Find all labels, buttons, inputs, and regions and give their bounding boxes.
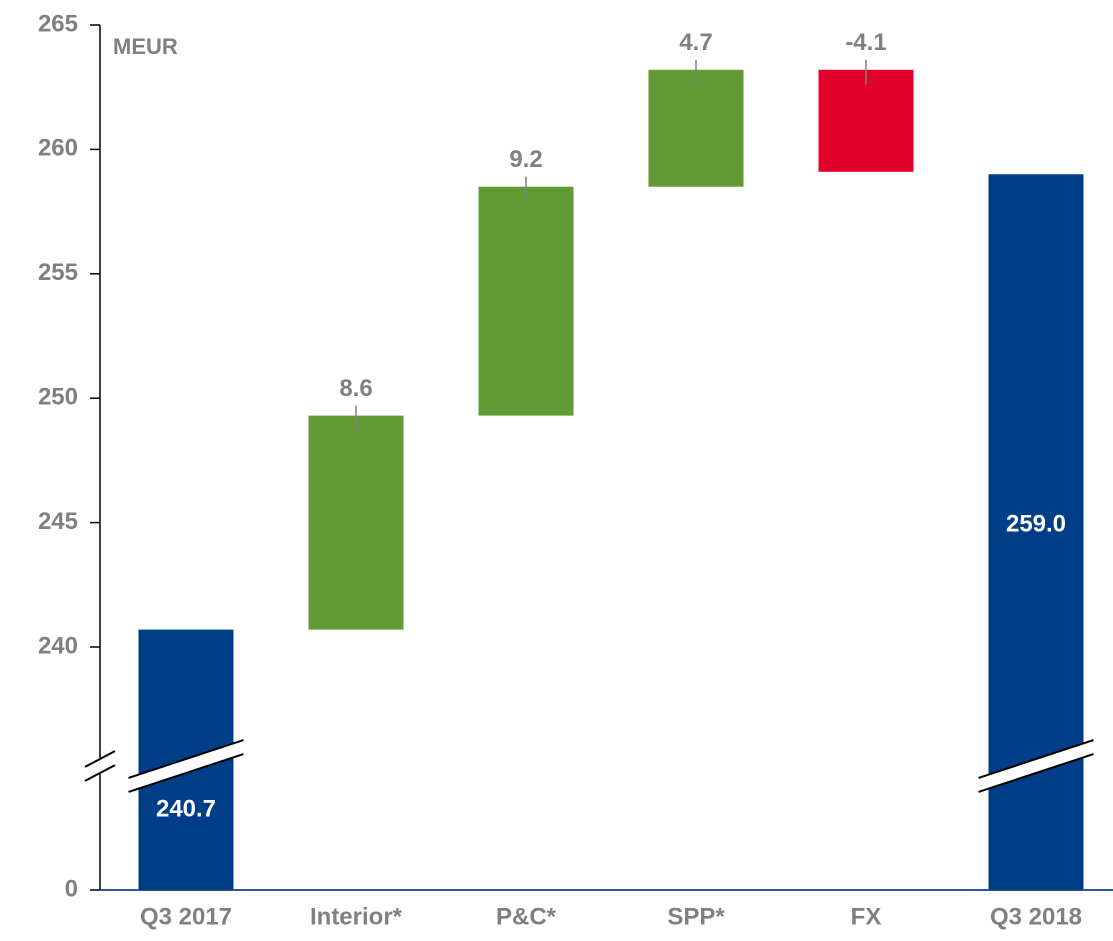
- bar: [478, 186, 574, 416]
- axis-break-line: [978, 753, 1094, 793]
- x-tick-label: Q3 2018: [990, 903, 1082, 930]
- value-label: 4.7: [679, 29, 712, 56]
- axis-break-line: [84, 764, 116, 782]
- y-tick-label: 265: [38, 10, 78, 37]
- unit-label: MEUR: [113, 34, 178, 59]
- value-label: -4.1: [845, 29, 886, 56]
- axis-break-line: [978, 739, 1094, 779]
- y-tick-label: 0: [65, 875, 78, 902]
- axis-break-line: [128, 739, 244, 779]
- axis-break: [978, 740, 1094, 792]
- y-tick-label: 255: [38, 259, 78, 286]
- x-tick-label: SPP*: [667, 903, 725, 930]
- y-tick-label: 250: [38, 384, 78, 411]
- x-tick-label: Q3 2017: [140, 903, 232, 930]
- y-tick-label: 240: [38, 632, 78, 659]
- value-label: 240.7: [156, 795, 216, 822]
- y-tick-label: 260: [38, 135, 78, 162]
- x-tick-label: Interior*: [310, 903, 403, 930]
- axis-break: [128, 740, 244, 792]
- value-label: 259.0: [1006, 510, 1066, 537]
- x-tick-label: P&C*: [496, 903, 557, 930]
- y-tick-label: 245: [38, 508, 78, 535]
- axis-break: [85, 751, 115, 781]
- bar: [308, 415, 404, 630]
- value-label: 8.6: [339, 375, 372, 402]
- bar: [818, 69, 914, 172]
- axis-break-line: [128, 753, 244, 793]
- axis-break-line: [84, 750, 116, 768]
- bar: [648, 69, 744, 187]
- value-label: 9.2: [509, 146, 542, 173]
- x-tick-label: FX: [851, 903, 882, 930]
